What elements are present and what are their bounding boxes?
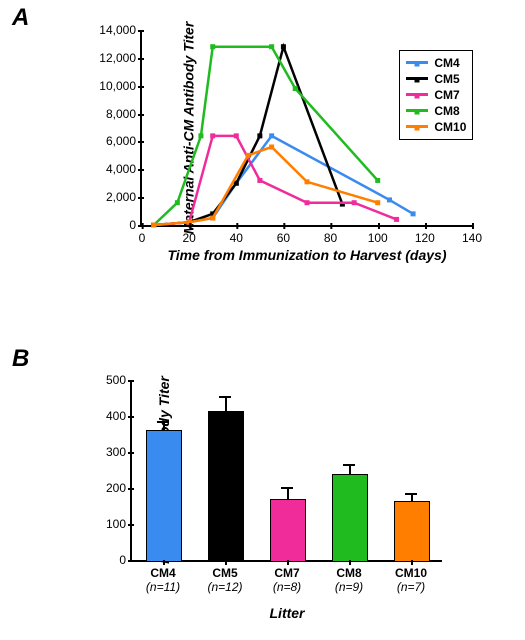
error-cap [405, 493, 417, 495]
panel-a-xtick: 0 [139, 225, 146, 245]
series-point [151, 223, 156, 228]
bar-cm10 [394, 501, 430, 562]
series-point [198, 133, 203, 138]
panel-a-xtick: 40 [230, 225, 243, 245]
panel-a-ytick: 4,000 [106, 162, 142, 176]
series-point [246, 153, 251, 158]
series-line-cm8 [154, 47, 378, 225]
error-bar [225, 396, 227, 410]
bar-cm5 [208, 411, 244, 562]
series-point [210, 216, 215, 221]
figure: A Maternal Anti-CM Antibody Titer Time f… [0, 0, 525, 640]
legend-item: CM10 [406, 119, 466, 135]
series-point [281, 44, 286, 49]
panel-a-xlabel: Time from Immunization to Harvest (days) [167, 247, 446, 263]
error-cap [343, 464, 355, 466]
legend-item: CM4 [406, 55, 466, 71]
panel-b-ytick: 400 [106, 409, 132, 423]
panel-a-ytick: 8,000 [106, 107, 142, 121]
series-point [305, 200, 310, 205]
series-point [411, 211, 416, 216]
panel-b-ytick: 200 [106, 481, 132, 495]
series-point [375, 178, 380, 183]
legend-label: CM7 [434, 87, 459, 103]
panel-b-xtick [411, 560, 413, 565]
panel-b-xtick [163, 560, 165, 565]
panel-a: Maternal Anti-CM Antibody Titer Time fro… [70, 20, 510, 280]
bar-cm7 [270, 499, 306, 562]
panel-b-plot: Fetal Anti-CM Antibody Titer Litter 0100… [130, 380, 442, 562]
bar-label: CM7(n=8) [273, 560, 301, 594]
panel-a-ytick: 10,000 [99, 79, 142, 93]
panel-b: Fetal Anti-CM Antibody Titer Litter 0100… [50, 370, 500, 630]
panel-a-ytick: 14,000 [99, 23, 142, 37]
panel-a-ytick: 6,000 [106, 134, 142, 148]
error-cap [281, 487, 293, 489]
legend-swatch [406, 77, 428, 80]
series-point [234, 133, 239, 138]
series-point [175, 200, 180, 205]
series-point [394, 217, 399, 222]
legend-item: CM8 [406, 103, 466, 119]
legend-swatch [406, 109, 428, 112]
panel-b-xtick [287, 560, 289, 565]
series-point [257, 178, 262, 183]
panel-a-legend: CM4CM5CM7CM8CM10 [399, 50, 473, 140]
bar-label: CM8(n=9) [335, 560, 363, 594]
legend-label: CM8 [434, 103, 459, 119]
panel-b-xtick [349, 560, 351, 565]
bar-label: CM10(n=7) [395, 560, 427, 594]
panel-a-ytick: 12,000 [99, 51, 142, 65]
series-line-cm10 [154, 147, 378, 225]
series-point [257, 133, 262, 138]
legend-swatch [406, 61, 428, 64]
bar-label: CM5(n=12) [207, 560, 242, 594]
panel-b-xtick [225, 560, 227, 565]
panel-a-xtick: 140 [462, 225, 482, 245]
series-point [269, 133, 274, 138]
legend-label: CM10 [434, 119, 466, 135]
panel-a-xtick: 100 [368, 225, 388, 245]
error-cap [157, 421, 169, 423]
bar-cm4 [146, 430, 182, 562]
series-point [305, 179, 310, 184]
error-cap [219, 396, 231, 398]
series-point [269, 44, 274, 49]
legend-swatch [406, 93, 428, 96]
panel-a-xtick: 120 [415, 225, 435, 245]
panel-b-ytick: 500 [106, 373, 132, 387]
panel-b-xlabel: Litter [270, 605, 305, 621]
series-point [293, 86, 298, 91]
series-point [210, 44, 215, 49]
series-line-cm5 [154, 47, 343, 225]
series-point [210, 133, 215, 138]
panel-b-ytick: 300 [106, 445, 132, 459]
bar-cm8 [332, 474, 368, 562]
legend-item: CM5 [406, 71, 466, 87]
panel-b-label: B [12, 345, 29, 373]
panel-a-label: A [12, 4, 29, 32]
series-point [269, 145, 274, 150]
panel-a-ytick: 2,000 [106, 190, 142, 204]
legend-label: CM4 [434, 55, 459, 71]
series-point [352, 200, 357, 205]
legend-label: CM5 [434, 71, 459, 87]
legend-swatch [406, 125, 428, 128]
series-point [375, 200, 380, 205]
panel-b-ytick: 0 [119, 553, 132, 567]
legend-item: CM7 [406, 87, 466, 103]
panel-a-xtick: 60 [277, 225, 290, 245]
panel-a-xtick: 20 [182, 225, 195, 245]
series-point [387, 197, 392, 202]
panel-a-plot: Maternal Anti-CM Antibody Titer Time fro… [140, 30, 472, 227]
bar-label: CM4(n=11) [146, 560, 180, 594]
panel-b-ytick: 100 [106, 517, 132, 531]
panel-a-xtick: 80 [324, 225, 337, 245]
